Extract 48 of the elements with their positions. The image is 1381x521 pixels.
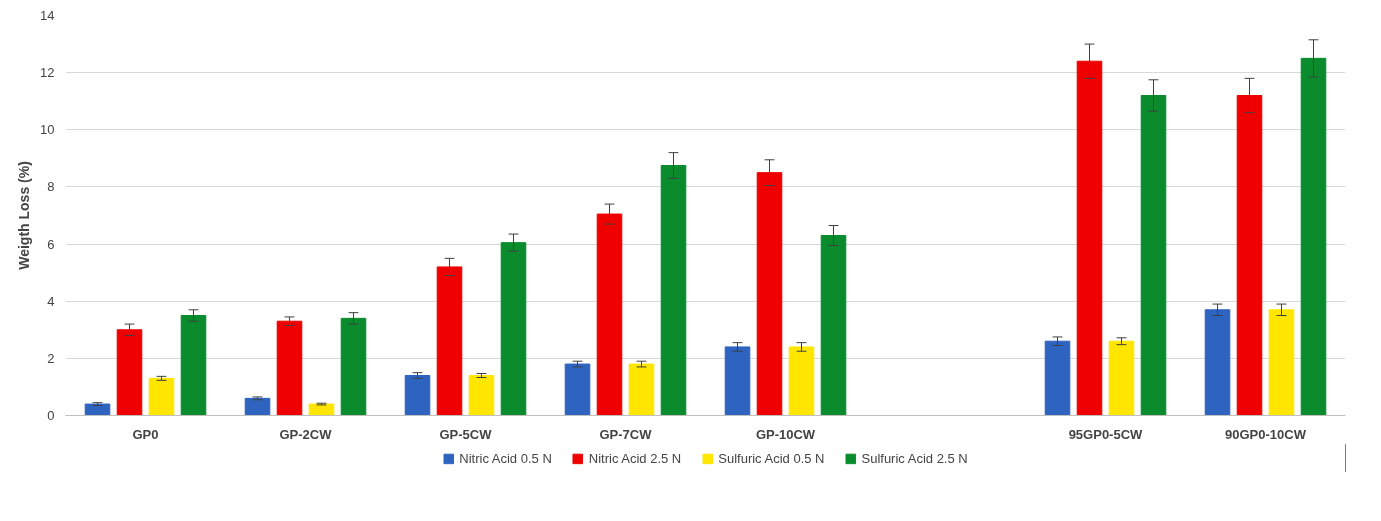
bar: [820, 235, 847, 416]
bar: [1044, 340, 1071, 416]
legend-label: Sulfuric Acid 2.5 N: [861, 450, 968, 466]
legend-label: Nitric Acid 0.5 N: [459, 450, 552, 466]
x-tick-label: GP-5CW: [439, 426, 493, 442]
x-tick-label: 95GP0-5CW: [1068, 426, 1144, 442]
bar: [340, 317, 367, 416]
y-tick-label: 12: [40, 65, 55, 81]
bar: [244, 397, 271, 416]
legend-label: Nitric Acid 2.5 N: [588, 450, 682, 466]
bar: [1140, 95, 1167, 416]
bar: [500, 242, 527, 416]
bar: [660, 165, 687, 416]
bar: [1076, 60, 1103, 416]
y-tick-label: 14: [40, 8, 55, 23]
bar: [1300, 57, 1327, 416]
y-tick-label: 2: [47, 350, 55, 366]
bar: [468, 375, 495, 416]
y-axis-title: Weigth Loss (%): [16, 161, 33, 270]
bar: [116, 329, 143, 416]
bar: [1204, 309, 1231, 416]
bar: [1108, 340, 1135, 416]
y-tick-label: 6: [47, 236, 55, 252]
bar: [404, 375, 431, 416]
bar: [596, 213, 623, 416]
x-tick-label: GP-7CW: [599, 426, 653, 442]
bar: [1236, 95, 1263, 416]
bar: [308, 403, 335, 416]
bar: [724, 346, 751, 416]
bar: [756, 172, 783, 416]
bar: [628, 363, 655, 416]
y-tick-label: 0: [47, 408, 55, 423]
bar: [276, 320, 303, 416]
y-tick-label: 10: [40, 122, 55, 138]
bar: [148, 377, 175, 416]
legend-label: Sulfuric Acid 0.5 N: [718, 450, 825, 466]
y-tick-label: 8: [47, 179, 55, 195]
bar: [788, 346, 815, 416]
bar: [180, 315, 207, 416]
x-tick-label: GP0: [132, 426, 159, 442]
bar: [436, 266, 463, 416]
x-tick-label: GP-2CW: [279, 426, 333, 442]
bar: [84, 403, 111, 416]
bar: [564, 363, 591, 416]
y-tick-label: 4: [47, 293, 55, 309]
x-tick-label: GP-10CW: [755, 426, 816, 442]
x-tick-label: 90GP0-10CW: [1225, 426, 1307, 442]
bar: [1268, 309, 1295, 416]
